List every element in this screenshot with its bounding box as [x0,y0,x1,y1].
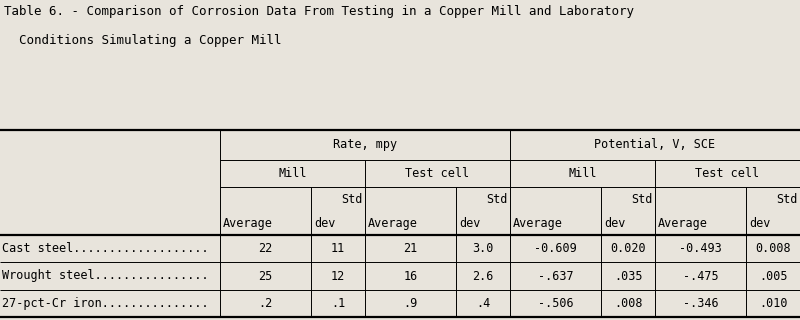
Text: .008: .008 [614,297,642,310]
Text: Table 6. - Comparison of Corrosion Data From Testing in a Copper Mill and Labora: Table 6. - Comparison of Corrosion Data … [4,5,634,18]
Text: dev: dev [459,217,480,230]
Text: Wrought steel................: Wrought steel................ [2,269,209,283]
Text: .1: .1 [331,297,346,310]
Text: Average: Average [512,217,562,230]
Text: 0.020: 0.020 [610,242,646,255]
Text: -0.493: -0.493 [679,242,722,255]
Text: 27-pct-Cr iron...............: 27-pct-Cr iron............... [2,297,209,310]
Text: -.346: -.346 [683,297,718,310]
Text: Conditions Simulating a Copper Mill: Conditions Simulating a Copper Mill [4,34,282,47]
Text: Std: Std [486,193,507,206]
Text: dev: dev [749,217,770,230]
Text: .035: .035 [614,269,642,283]
Text: Average: Average [367,217,418,230]
Text: 2.6: 2.6 [473,269,494,283]
Text: .9: .9 [403,297,418,310]
Text: 3.0: 3.0 [473,242,494,255]
Text: Std: Std [776,193,798,206]
Text: 21: 21 [403,242,418,255]
Text: -.475: -.475 [683,269,718,283]
Text: 12: 12 [331,269,346,283]
Text: -.506: -.506 [538,297,574,310]
Text: Mill: Mill [568,167,597,180]
Text: 11: 11 [331,242,346,255]
Text: Average: Average [222,217,272,230]
Text: Potential, V, SCE: Potential, V, SCE [594,138,715,151]
Text: dev: dev [314,217,335,230]
Text: 25: 25 [258,269,273,283]
Text: -.637: -.637 [538,269,574,283]
Text: Test cell: Test cell [695,167,759,180]
Text: .010: .010 [759,297,787,310]
Text: 16: 16 [403,269,418,283]
Text: 22: 22 [258,242,273,255]
Text: Std: Std [342,193,362,206]
Text: .005: .005 [759,269,787,283]
Text: Cast steel...................: Cast steel................... [2,242,209,255]
Text: .2: .2 [258,297,273,310]
Text: -0.609: -0.609 [534,242,577,255]
Text: dev: dev [604,217,625,230]
Text: Average: Average [658,217,707,230]
Text: 0.008: 0.008 [755,242,791,255]
Text: Rate, mpy: Rate, mpy [333,138,397,151]
Text: Mill: Mill [278,167,306,180]
Text: .4: .4 [476,297,490,310]
Text: Std: Std [631,193,653,206]
Text: Test cell: Test cell [406,167,470,180]
